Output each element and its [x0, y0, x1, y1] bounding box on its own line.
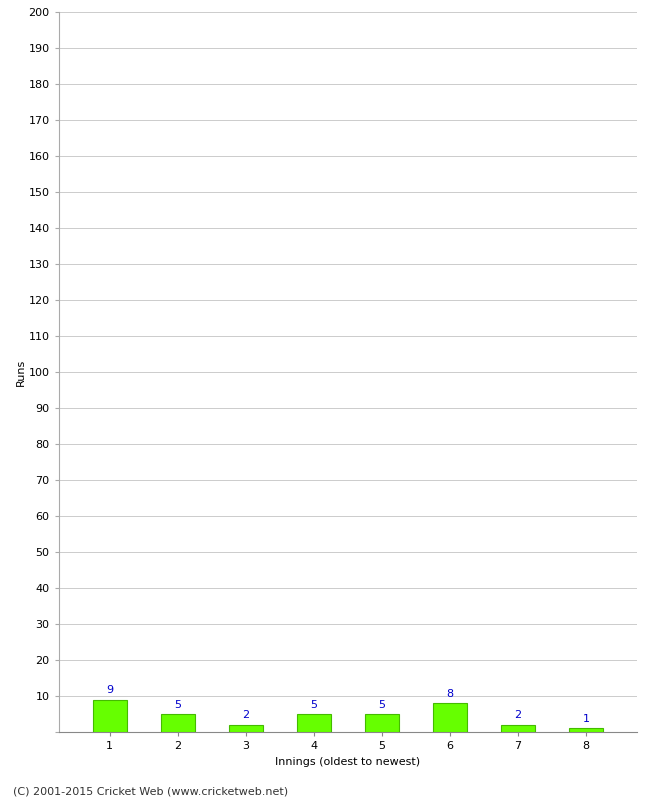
Bar	[92, 699, 127, 732]
Text: 2: 2	[242, 710, 249, 721]
Bar	[229, 725, 263, 732]
Bar	[501, 725, 535, 732]
Text: 5: 5	[378, 700, 385, 710]
Text: 8: 8	[447, 689, 454, 699]
Text: 1: 1	[582, 714, 590, 724]
Bar	[161, 714, 194, 732]
Text: 5: 5	[310, 700, 317, 710]
Bar	[365, 714, 399, 732]
Bar	[433, 703, 467, 732]
Text: (C) 2001-2015 Cricket Web (www.cricketweb.net): (C) 2001-2015 Cricket Web (www.cricketwe…	[13, 786, 288, 796]
Bar	[296, 714, 331, 732]
Text: 2: 2	[514, 710, 521, 721]
Text: 9: 9	[106, 686, 113, 695]
Bar	[569, 729, 603, 732]
X-axis label: Innings (oldest to newest): Innings (oldest to newest)	[275, 757, 421, 766]
Y-axis label: Runs: Runs	[16, 358, 25, 386]
Text: 5: 5	[174, 700, 181, 710]
